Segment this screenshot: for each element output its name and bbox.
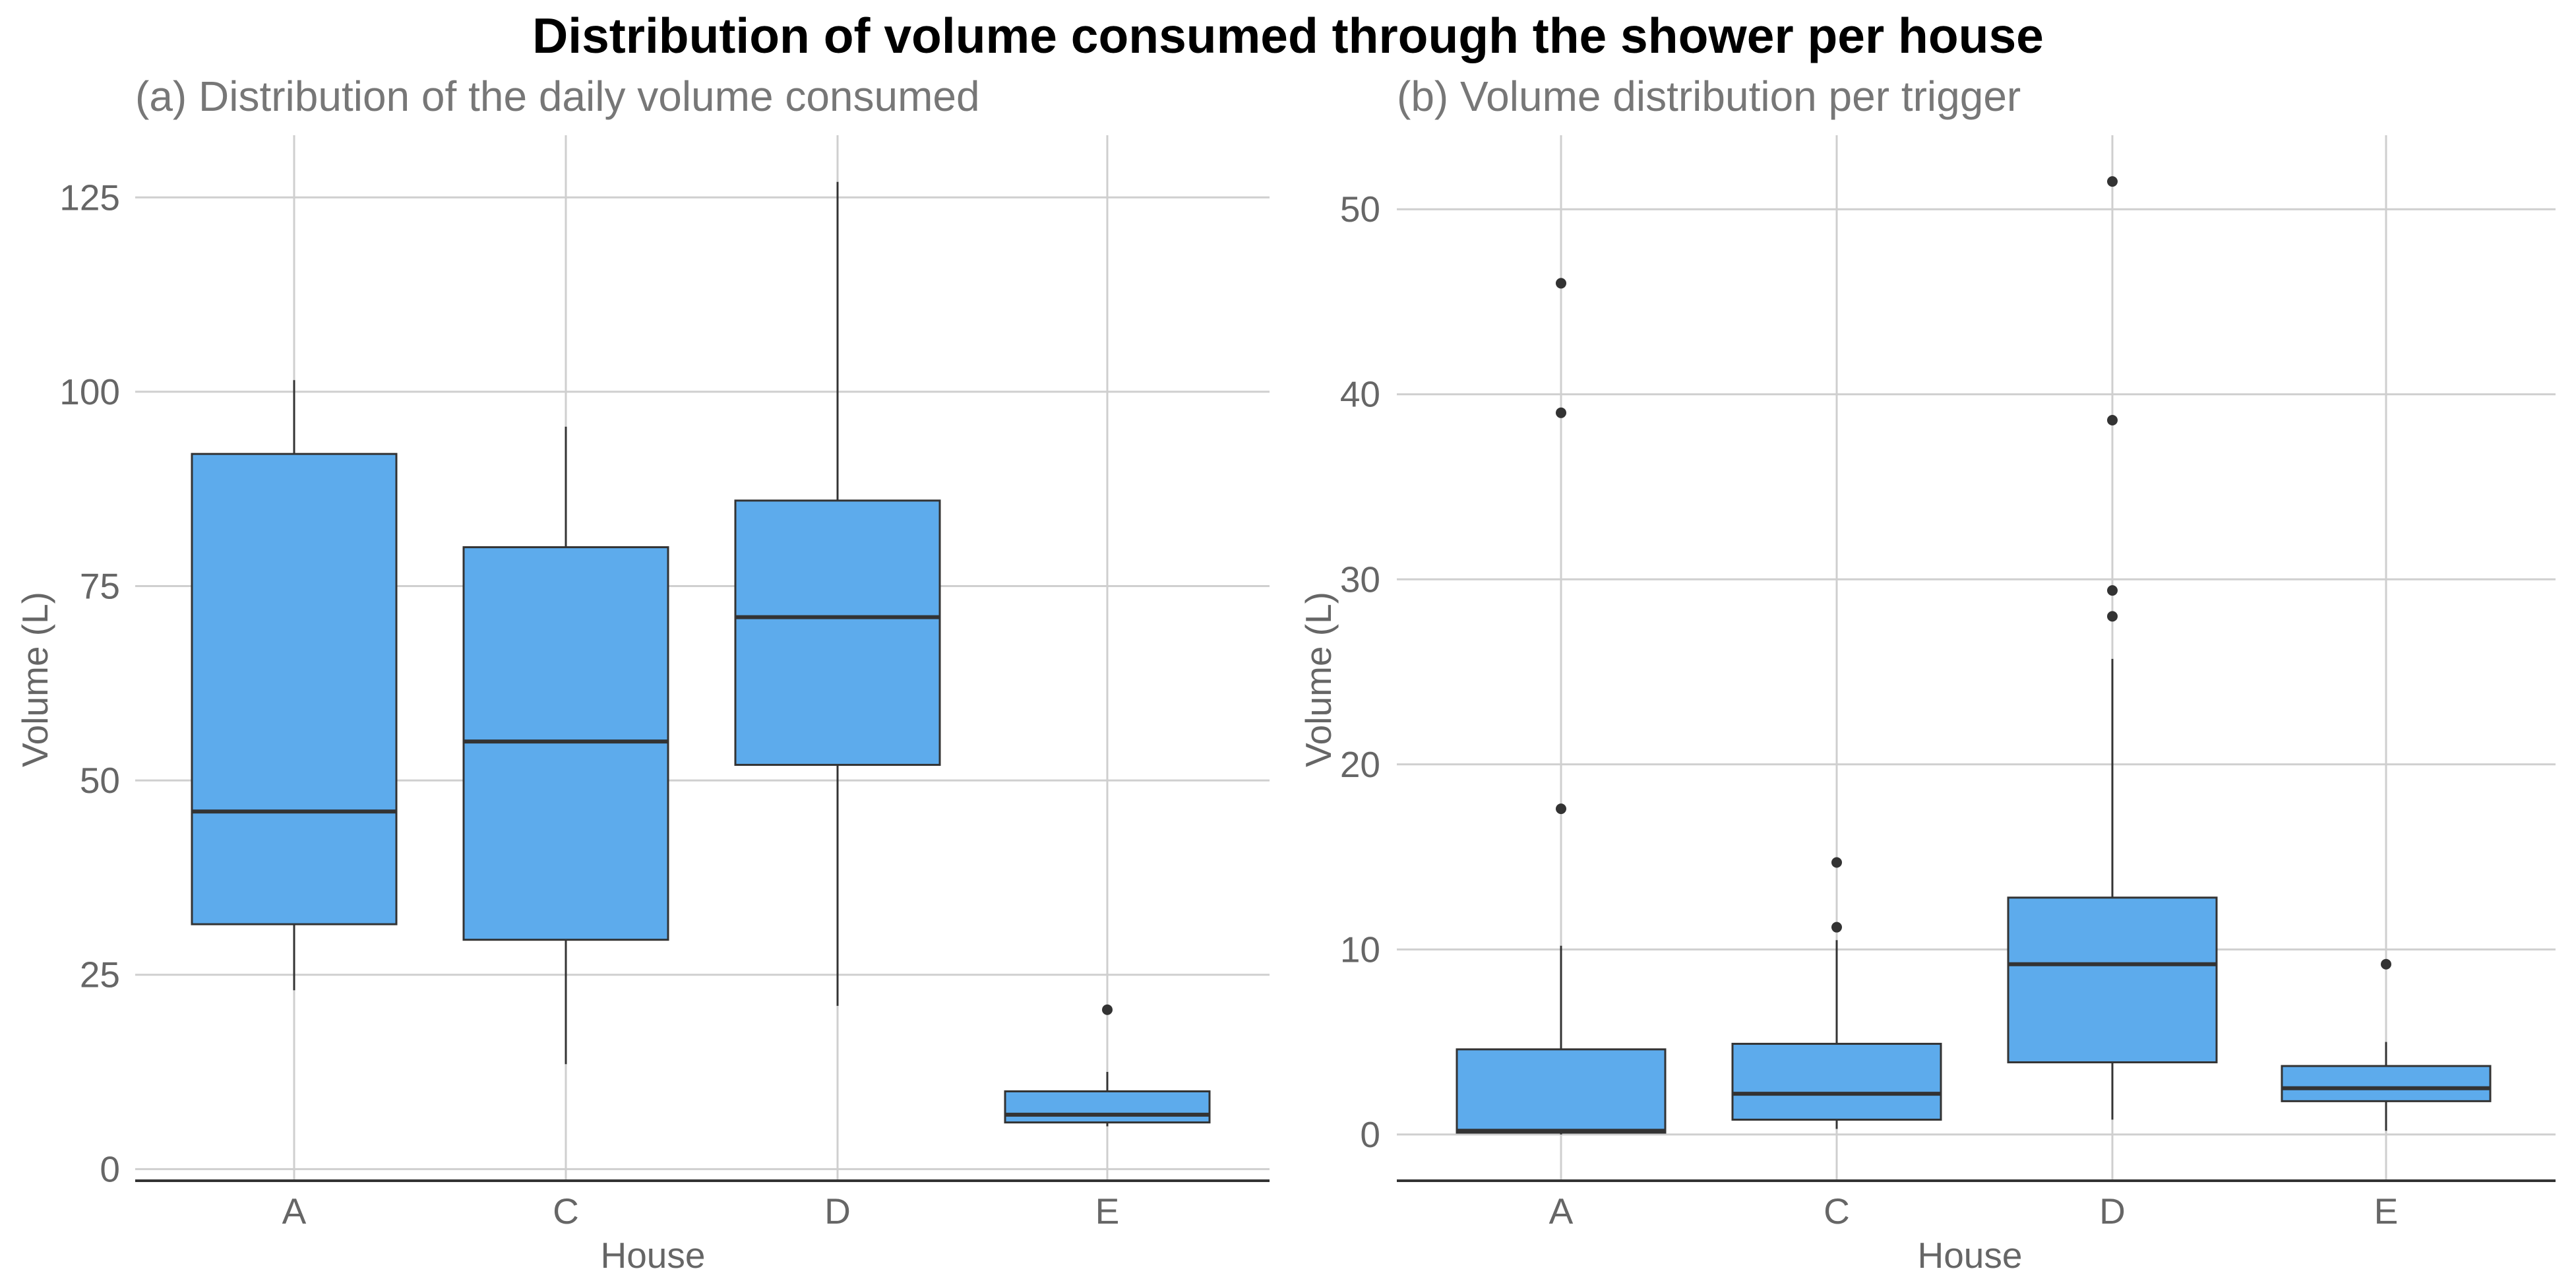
panel-b-x-tick-label: D <box>2099 1191 2126 1232</box>
panel-b-y-axis-title: Volume (L) <box>1298 592 1339 767</box>
iqr-box <box>191 453 398 925</box>
panel-b-y-tick-label: 10 <box>1340 929 1380 970</box>
panel-a-y-tick-label: 50 <box>80 760 120 801</box>
iqr-box <box>2281 1065 2492 1102</box>
figure-title: Distribution of volume consumed through … <box>532 8 2044 63</box>
outlier-point <box>1831 857 1842 868</box>
iqr-box <box>734 499 941 766</box>
panel-a-title: (a) Distribution of the daily volume con… <box>135 73 980 120</box>
panel-a-x-tick-label: D <box>824 1191 851 1232</box>
outlier-point <box>1831 922 1842 933</box>
panel-b-y-tick-label: 0 <box>1360 1114 1380 1155</box>
panel-a-y-tick-label: 75 <box>80 565 120 606</box>
outlier-point <box>1102 1004 1113 1015</box>
panel-a-y-tick-label: 0 <box>100 1148 120 1189</box>
panel-a-y-axis-title: Volume (L) <box>15 592 55 767</box>
outlier-point <box>1556 803 1566 815</box>
panel-a-box-E <box>1004 1004 1211 1127</box>
outlier-point <box>2107 611 2118 622</box>
outlier-point <box>1556 407 1566 418</box>
panel-b-box-E <box>2281 958 2492 1131</box>
panel-b-x-tick-label: C <box>1824 1191 1850 1232</box>
panel-b-x-axis-title: House <box>1918 1235 2023 1276</box>
panel-b-y-tick-label: 30 <box>1340 559 1380 600</box>
panel-a-x-tick-label: E <box>1095 1191 1120 1232</box>
panel-b-boxes <box>1456 176 2492 1135</box>
panel-b-per-trigger: (b) Volume distribution per trigger Hous… <box>1298 73 2556 1276</box>
outlier-point <box>2107 176 2118 187</box>
panel-a-box-A <box>191 380 398 991</box>
panel-a-x-axis-title: House <box>601 1235 706 1276</box>
panel-a-box-D <box>734 181 941 1006</box>
panel-a-y-tick-label: 125 <box>59 177 120 218</box>
outlier-point <box>2107 415 2118 426</box>
panel-a-y-tick-label: 100 <box>59 371 120 412</box>
iqr-box <box>1004 1090 1211 1124</box>
panel-b-box-A <box>1456 278 1667 1135</box>
panel-b-x-tick-label: A <box>1549 1191 1574 1232</box>
panel-a-x-tick-label: C <box>553 1191 579 1232</box>
outlier-point <box>1556 278 1566 289</box>
panel-a-daily-volume: (a) Distribution of the daily volume con… <box>15 73 1270 1276</box>
outlier-point <box>2107 585 2118 596</box>
iqr-box <box>2007 896 2218 1063</box>
panel-a-y-tick-label: 25 <box>80 954 120 995</box>
panel-b-y-tick-label: 50 <box>1340 189 1380 230</box>
panel-b-box-D <box>2007 176 2218 1120</box>
panel-b-title: (b) Volume distribution per trigger <box>1397 73 2021 120</box>
iqr-box <box>1456 1048 1667 1134</box>
panel-b-x-tick-label: E <box>2374 1191 2399 1232</box>
panel-a-boxes <box>191 181 1211 1127</box>
panel-b-axes: 0 10 20 30 40 50 A C D E <box>1340 189 2556 1232</box>
panel-b-y-tick-label: 40 <box>1340 374 1380 415</box>
panel-a-x-tick-label: A <box>282 1191 307 1232</box>
panel-b-gridlines <box>1397 135 2556 1181</box>
outlier-point <box>2381 958 2391 970</box>
iqr-box <box>1731 1042 1942 1121</box>
panel-a-axes: 0 25 50 75 100 125 A C D E <box>59 177 1270 1232</box>
panel-b-y-tick-label: 20 <box>1340 744 1380 785</box>
panel-a-box-C <box>462 426 669 1065</box>
panel-b-box-C <box>1731 857 1942 1129</box>
